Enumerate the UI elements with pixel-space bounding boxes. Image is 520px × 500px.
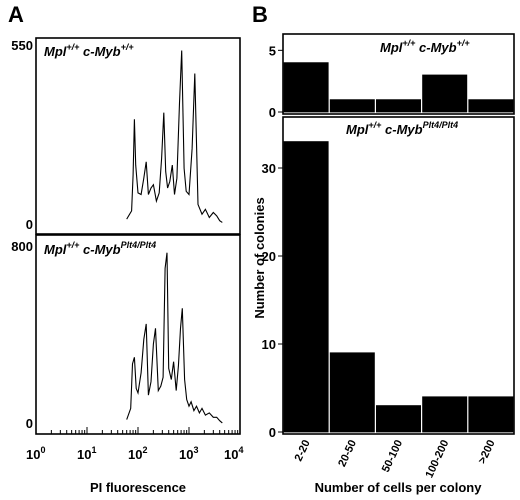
panel-a-x-ticks (35, 427, 241, 434)
title-gene1: Mpl (380, 40, 403, 55)
panel-b-bottom-bars (283, 141, 514, 433)
bar-2-20 (283, 141, 329, 433)
y-tick-label: 0 (269, 105, 276, 120)
title-sup2: +/+ (457, 38, 471, 48)
panel-a-top-ymax: 550 (11, 38, 33, 53)
x-tick-label-1e4: 104 (224, 445, 243, 462)
x-tick-label-1e3: 103 (179, 445, 198, 462)
panel-a-bottom-trace (126, 252, 223, 424)
panel-b-bottom-title: Mpl+/+ c-MybPlt4/Plt4 (346, 120, 458, 137)
panel-a-x-axis-title: PI fluorescence (90, 480, 186, 495)
title-gene1: Mpl (346, 122, 369, 137)
bar-20-50 (329, 352, 375, 433)
title-sup1: +/+ (368, 120, 382, 130)
y-tick-label: 0 (269, 425, 276, 440)
panel-a-top-ymin: 0 (26, 217, 33, 232)
panel-b-top-frame (282, 33, 515, 115)
bar-20-50 (329, 99, 375, 113)
panel-a-top-frame (35, 37, 241, 235)
bar-50-100 (375, 99, 421, 113)
category-label: 100-200 (423, 438, 451, 480)
panel-b-x-axis-title: Number of cells per colony (315, 480, 483, 495)
panel-a-bottom-frame (35, 234, 241, 435)
bar-100-200 (422, 74, 468, 113)
bar->200 (468, 396, 514, 433)
panel-a-top: Mpl+/+ c-Myb+/+ 550 0 (11, 37, 241, 235)
y-tick-label: 5 (269, 43, 276, 58)
panel-b-bottom: Mpl+/+ c-MybPlt4/Plt4 0 10 20 30 2-20 20-50 5… (262, 116, 515, 480)
bar-50-100 (375, 405, 421, 433)
bar-2-20 (283, 62, 329, 113)
bar->200 (468, 99, 514, 113)
title-sup2: Plt4/Plt4 (423, 120, 459, 130)
panel-b-bottom-frame (282, 116, 515, 435)
title-sup2: Plt4/Plt4 (121, 240, 157, 250)
title-gene2: c-Myb (79, 242, 120, 257)
panel-a-bottom-ymin: 0 (26, 416, 33, 431)
y-tick-label: 10 (262, 337, 276, 352)
panel-b-y-axis-title: Number of colonies (252, 197, 267, 318)
panel-b-top: Mpl+/+ c-Myb+/+ 05 (269, 33, 515, 120)
panel-a-top-trace (126, 50, 223, 223)
panel-b-top-y-ticks: 05 (269, 43, 283, 120)
category-label: 2-20 (293, 438, 313, 463)
title-gene2: c-Myb (415, 40, 456, 55)
title-sup2: +/+ (121, 42, 135, 52)
x-tick-label-1e0: 100 (26, 445, 45, 462)
panel-a-x-tick-labels: 100 101 102 103 104 (26, 445, 243, 462)
panel-a-bottom-title: Mpl+/+ c-MybPlt4/Plt4 (44, 240, 156, 257)
title-gene2: c-Myb (79, 44, 120, 59)
title-sup1: +/+ (402, 38, 416, 48)
category-label: >200 (476, 438, 497, 466)
title-sup1: +/+ (66, 42, 80, 52)
panel-b-bottom-y-ticks: 0 10 20 30 (262, 161, 283, 440)
x-tick-label-1e2: 102 (128, 445, 147, 462)
category-label: 50-100 (380, 438, 405, 474)
title-gene1: Mpl (44, 242, 67, 257)
panel-b-top-bars (283, 62, 514, 113)
panel-a-letter: A (8, 2, 24, 27)
x-tick-label-1e1: 101 (77, 445, 96, 462)
panel-b-category-labels: 2-20 20-50 50-100 100-200 >200 (293, 438, 498, 480)
panel-a-top-title: Mpl+/+ c-Myb+/+ (44, 42, 134, 59)
panel-b-top-title: Mpl+/+ c-Myb+/+ (380, 38, 470, 55)
panel-a-bottom: Mpl+/+ c-MybPlt4/Plt4 800 0 (11, 234, 241, 435)
panel-b-letter: B (252, 2, 268, 27)
panel-a-bottom-ymax: 800 (11, 239, 33, 254)
category-label: 20-50 (336, 438, 359, 469)
title-gene1: Mpl (44, 44, 67, 59)
title-gene2: c-Myb (381, 122, 422, 137)
title-sup1: +/+ (66, 240, 80, 250)
y-tick-label: 30 (262, 161, 276, 176)
bar-100-200 (422, 396, 468, 433)
y-tick-label: 20 (262, 249, 276, 264)
